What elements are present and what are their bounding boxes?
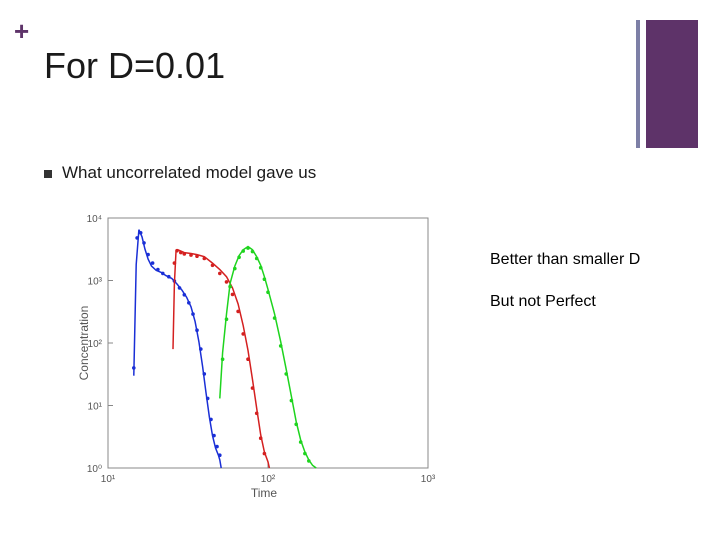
data-point [175,248,179,253]
data-point [258,436,263,441]
data-point [303,451,307,456]
data-point [237,255,241,260]
data-point [250,386,255,390]
data-point [241,249,245,253]
data-point [246,357,250,362]
data-point [307,459,311,463]
decorative-gray-bar [636,20,640,148]
data-point [209,417,213,422]
bullet-text: What uncorrelated model gave us [62,163,317,182]
x-tick-label: 10¹ [101,474,116,485]
y-tick-label: 10¹ [88,402,103,413]
note-not-perfect: But not Perfect [490,293,596,310]
data-point [212,433,216,438]
data-point [220,357,225,362]
data-point [202,372,207,376]
data-point [167,274,171,279]
data-point [272,316,277,320]
plot-frame [107,217,429,469]
note-better: Better than smaller D [490,251,641,268]
y-axis-label: Concentration [77,306,91,381]
data-point [278,344,283,348]
data-point [224,317,229,322]
data-point [224,280,229,284]
data-point [289,398,294,403]
data-point [262,277,267,282]
x-tick-label: 10³ [421,474,436,485]
data-point [195,328,199,333]
series-green [219,245,317,469]
data-point [150,261,155,265]
data-point [250,249,255,254]
data-point [156,267,160,272]
x-tick-label: 10² [261,474,276,485]
decorative-purple-block [646,20,698,148]
y-tick-label: 10² [88,339,103,350]
data-point [258,265,263,270]
data-point [205,396,210,401]
data-point [262,451,267,456]
data-point [202,256,207,261]
data-point [182,252,187,256]
data-point [191,312,195,316]
plus-icon: + [14,16,30,46]
data-point [266,290,270,295]
data-point [228,284,232,289]
data-point [298,440,303,444]
data-point [172,261,177,265]
data-point [179,250,183,255]
series-line [172,248,271,469]
data-point [246,246,250,250]
data-point [241,332,245,336]
data-point [254,256,259,261]
data-point [177,286,182,290]
x-axis-label: Time [251,486,278,500]
data-point [215,444,219,449]
y-tick-label: 10⁰ [87,464,102,475]
data-point [210,263,215,268]
data-point [236,309,240,314]
bullet-item: What uncorrelated model gave us [44,161,316,185]
data-point [189,253,193,257]
data-point [284,372,289,376]
data-point [254,411,259,416]
data-point [135,236,139,240]
data-point [182,293,187,297]
data-point [294,422,299,427]
series-red [172,248,271,469]
series-blue [132,229,222,469]
data-point [161,271,165,276]
data-point [199,347,203,351]
data-point [195,254,199,258]
data-point [142,241,146,245]
data-point [146,252,150,257]
data-point [138,231,143,235]
data-point [132,366,136,370]
data-point [218,453,222,458]
data-point [218,271,222,276]
y-tick-label: 10⁴ [87,214,102,225]
bullet-square-icon [44,170,52,178]
data-point [233,266,237,271]
series-line [133,229,222,469]
y-tick-label: 10³ [88,277,103,288]
page-title: For D=0.01 [44,45,226,86]
data-point [230,292,235,297]
data-point [187,301,191,305]
series-line [219,245,317,469]
